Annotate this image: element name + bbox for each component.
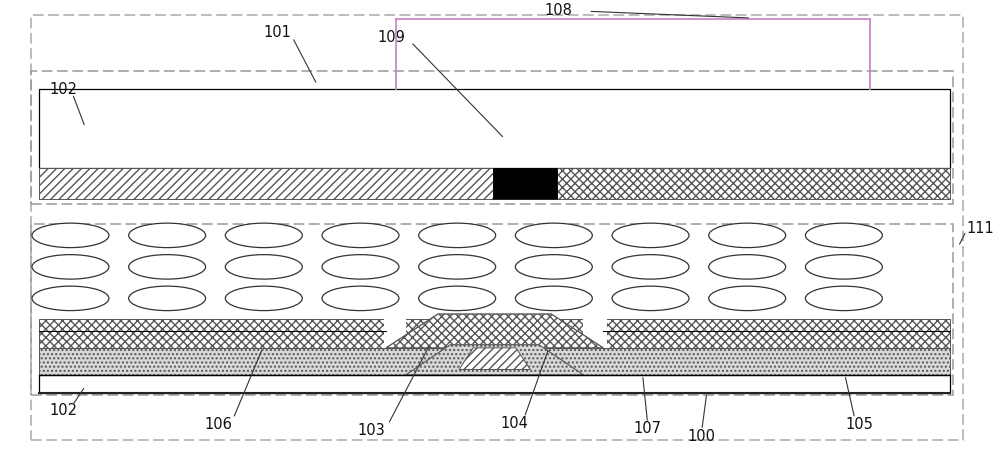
Bar <box>39 89 950 168</box>
Ellipse shape <box>515 255 592 279</box>
Bar <box>39 348 950 375</box>
Ellipse shape <box>515 223 592 248</box>
Text: 106: 106 <box>204 417 232 432</box>
Ellipse shape <box>225 223 302 248</box>
Ellipse shape <box>129 286 206 311</box>
Text: 101: 101 <box>264 25 292 40</box>
Bar <box>39 318 950 348</box>
Ellipse shape <box>225 286 302 311</box>
Text: 102: 102 <box>50 404 78 418</box>
Ellipse shape <box>709 255 786 279</box>
Ellipse shape <box>32 255 109 279</box>
Ellipse shape <box>515 286 592 311</box>
Ellipse shape <box>32 286 109 311</box>
Text: 100: 100 <box>688 429 716 444</box>
Text: 104: 104 <box>500 415 528 430</box>
Ellipse shape <box>805 255 882 279</box>
Text: 102: 102 <box>50 81 78 96</box>
Ellipse shape <box>322 286 399 311</box>
Ellipse shape <box>32 223 109 248</box>
Ellipse shape <box>805 286 882 311</box>
Ellipse shape <box>805 223 882 248</box>
Text: 107: 107 <box>634 421 662 436</box>
Ellipse shape <box>419 286 496 311</box>
Polygon shape <box>406 345 583 375</box>
Ellipse shape <box>709 286 786 311</box>
Bar <box>583 313 607 349</box>
Ellipse shape <box>419 223 496 248</box>
Text: 109: 109 <box>377 30 405 45</box>
Ellipse shape <box>419 255 496 279</box>
Ellipse shape <box>129 223 206 248</box>
Bar <box>39 375 950 393</box>
Ellipse shape <box>129 255 206 279</box>
Ellipse shape <box>612 255 689 279</box>
Text: 111: 111 <box>966 221 994 236</box>
Ellipse shape <box>612 223 689 248</box>
Ellipse shape <box>322 223 399 248</box>
Bar <box>384 313 406 349</box>
Ellipse shape <box>225 255 302 279</box>
Text: 103: 103 <box>357 423 385 438</box>
Text: 108: 108 <box>545 3 573 18</box>
Polygon shape <box>459 348 530 369</box>
Text: 105: 105 <box>846 417 874 432</box>
Ellipse shape <box>322 255 399 279</box>
Polygon shape <box>386 314 603 348</box>
Bar <box>31 71 953 204</box>
Polygon shape <box>386 314 603 348</box>
Bar <box>39 168 493 199</box>
Bar <box>31 224 953 395</box>
Ellipse shape <box>612 286 689 311</box>
Ellipse shape <box>709 223 786 248</box>
Bar <box>557 168 950 199</box>
Bar <box>493 168 557 199</box>
